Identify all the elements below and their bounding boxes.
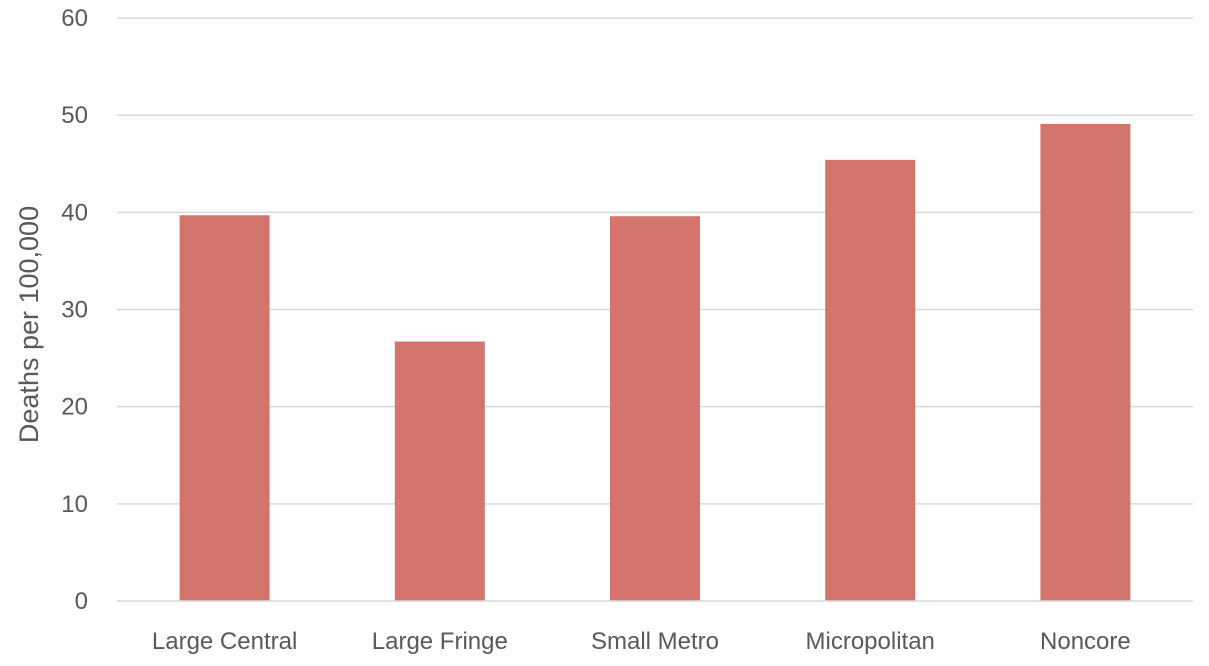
bar-small-metro [610,216,700,601]
y-tick-label: 30 [61,297,88,324]
y-tick-label: 10 [61,491,88,518]
y-axis-title: Deaths per 100,000 [14,206,44,443]
x-category-label: Large Fringe [372,628,508,655]
x-category-label: Small Metro [591,628,719,655]
bar-noncore [1040,123,1131,601]
bar-micropolitan [825,159,916,601]
y-tick-label: 20 [61,394,88,421]
x-category-label: Large Central [152,628,297,655]
y-tick-label: 0 [75,588,88,615]
y-axis-ticks: 0 10 20 30 40 50 60 [61,5,88,615]
bars [179,123,1131,601]
y-tick-label: 50 [61,102,88,129]
x-axis-categories: Large Central Large Fringe Small Metro Micr… [152,628,1131,655]
x-category-label: Micropolitan [806,628,935,655]
x-category-label: Noncore [1040,628,1131,655]
y-tick-label: 60 [61,5,88,32]
bar-large-fringe [394,341,485,601]
bar-large-central [179,215,270,601]
y-tick-label: 40 [61,199,88,226]
